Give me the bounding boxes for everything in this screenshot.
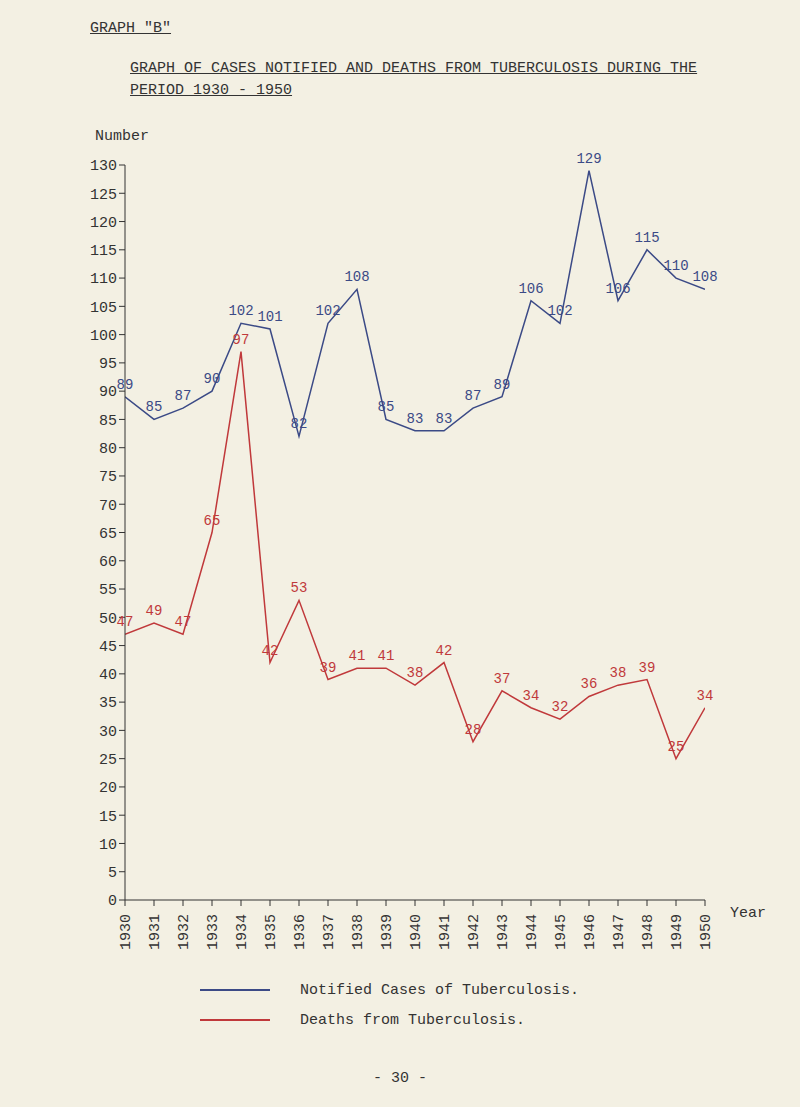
svg-text:89: 89 [494, 377, 511, 393]
svg-text:1948: 1948 [640, 914, 657, 950]
svg-text:1944: 1944 [524, 914, 541, 950]
svg-text:20: 20 [99, 780, 117, 797]
svg-text:100: 100 [90, 328, 117, 345]
html-text:Notified Cases of Tuberculosis: Notified Cases of Tuberculosis. [300, 981, 579, 999]
svg-text:40: 40 [99, 667, 117, 684]
html-text:Year: Year [730, 905, 766, 922]
svg-text:25: 25 [99, 752, 117, 769]
svg-text:38: 38 [610, 665, 627, 681]
svg-text:102: 102 [228, 303, 253, 319]
svg-text:125: 125 [90, 187, 117, 204]
svg-text:129: 129 [576, 151, 601, 167]
svg-text:102: 102 [315, 303, 340, 319]
svg-text:97: 97 [233, 332, 250, 348]
svg-text:34: 34 [697, 688, 714, 704]
svg-text:83: 83 [407, 411, 424, 427]
svg-text:39: 39 [320, 660, 337, 676]
svg-text:1930: 1930 [118, 914, 135, 950]
svg-text:32: 32 [552, 699, 569, 715]
svg-text:85: 85 [146, 399, 163, 415]
svg-text:105: 105 [90, 300, 117, 317]
svg-text:42: 42 [436, 643, 453, 659]
svg-text:89: 89 [117, 377, 134, 393]
svg-text:55: 55 [99, 582, 117, 599]
svg-text:60: 60 [99, 554, 117, 571]
svg-text:108: 108 [692, 269, 717, 285]
html-text:GRAPH OF CASES NOTIFIED AND DE: GRAPH OF CASES NOTIFIED AND DEATHS FROM … [130, 60, 698, 99]
svg-text:90: 90 [99, 384, 117, 401]
svg-text:83: 83 [436, 411, 453, 427]
svg-text:130: 130 [90, 158, 117, 175]
svg-text:1949: 1949 [669, 914, 686, 950]
svg-text:1943: 1943 [495, 914, 512, 950]
svg-text:87: 87 [175, 388, 192, 404]
svg-text:101: 101 [257, 309, 282, 325]
svg-text:120: 120 [90, 215, 117, 232]
svg-text:28: 28 [465, 722, 482, 738]
svg-text:47: 47 [117, 614, 134, 630]
svg-text:38: 38 [407, 665, 424, 681]
svg-text:1939: 1939 [379, 914, 396, 950]
svg-text:53: 53 [291, 580, 308, 596]
svg-text:106: 106 [518, 281, 543, 297]
svg-text:37: 37 [494, 671, 511, 687]
svg-text:85: 85 [99, 413, 117, 430]
svg-text:1935: 1935 [263, 914, 280, 950]
svg-text:36: 36 [581, 676, 598, 692]
html-text:Deaths from Tuberculosis.: Deaths from Tuberculosis. [300, 1011, 525, 1029]
svg-text:95: 95 [99, 356, 117, 373]
html-text:- 30 -: - 30 - [373, 1070, 427, 1087]
svg-text:41: 41 [349, 648, 366, 664]
svg-text:34: 34 [523, 688, 540, 704]
svg-text:70: 70 [99, 498, 117, 515]
svg-text:102: 102 [547, 303, 572, 319]
svg-text:1947: 1947 [611, 914, 628, 950]
svg-text:5: 5 [108, 865, 117, 882]
svg-text:1945: 1945 [553, 914, 570, 950]
svg-text:115: 115 [634, 230, 659, 246]
svg-text:1941: 1941 [437, 914, 454, 950]
svg-text:0: 0 [108, 893, 117, 910]
svg-text:90: 90 [204, 371, 221, 387]
svg-text:45: 45 [99, 639, 117, 656]
svg-text:42: 42 [262, 643, 279, 659]
svg-text:1942: 1942 [466, 914, 483, 950]
svg-text:110: 110 [663, 258, 688, 274]
svg-text:25: 25 [668, 739, 685, 755]
svg-text:10: 10 [99, 837, 117, 854]
svg-text:1938: 1938 [350, 914, 367, 950]
svg-text:35: 35 [99, 695, 117, 712]
svg-text:87: 87 [465, 388, 482, 404]
svg-text:30: 30 [99, 724, 117, 741]
svg-text:65: 65 [99, 526, 117, 543]
svg-text:106: 106 [605, 281, 630, 297]
svg-text:15: 15 [99, 809, 117, 826]
svg-text:1932: 1932 [176, 914, 193, 950]
svg-text:65: 65 [204, 513, 221, 529]
svg-text:85: 85 [378, 399, 395, 415]
svg-text:1946: 1946 [582, 914, 599, 950]
svg-text:50: 50 [99, 611, 117, 628]
svg-text:39: 39 [639, 660, 656, 676]
svg-text:1931: 1931 [147, 914, 164, 950]
svg-text:115: 115 [90, 243, 117, 260]
svg-text:1937: 1937 [321, 914, 338, 950]
svg-text:41: 41 [378, 648, 395, 664]
svg-text:80: 80 [99, 441, 117, 458]
html-text:Number: Number [95, 128, 149, 145]
svg-text:49: 49 [146, 603, 163, 619]
html-text:GRAPH "B": GRAPH "B" [90, 20, 171, 37]
svg-text:82: 82 [291, 416, 308, 432]
svg-text:1933: 1933 [205, 914, 222, 950]
svg-text:108: 108 [344, 269, 369, 285]
svg-text:1934: 1934 [234, 914, 251, 950]
svg-text:1950: 1950 [698, 914, 715, 950]
svg-text:1940: 1940 [408, 914, 425, 950]
svg-text:110: 110 [90, 271, 117, 288]
svg-text:75: 75 [99, 469, 117, 486]
svg-text:1936: 1936 [292, 914, 309, 950]
svg-text:47: 47 [175, 614, 192, 630]
